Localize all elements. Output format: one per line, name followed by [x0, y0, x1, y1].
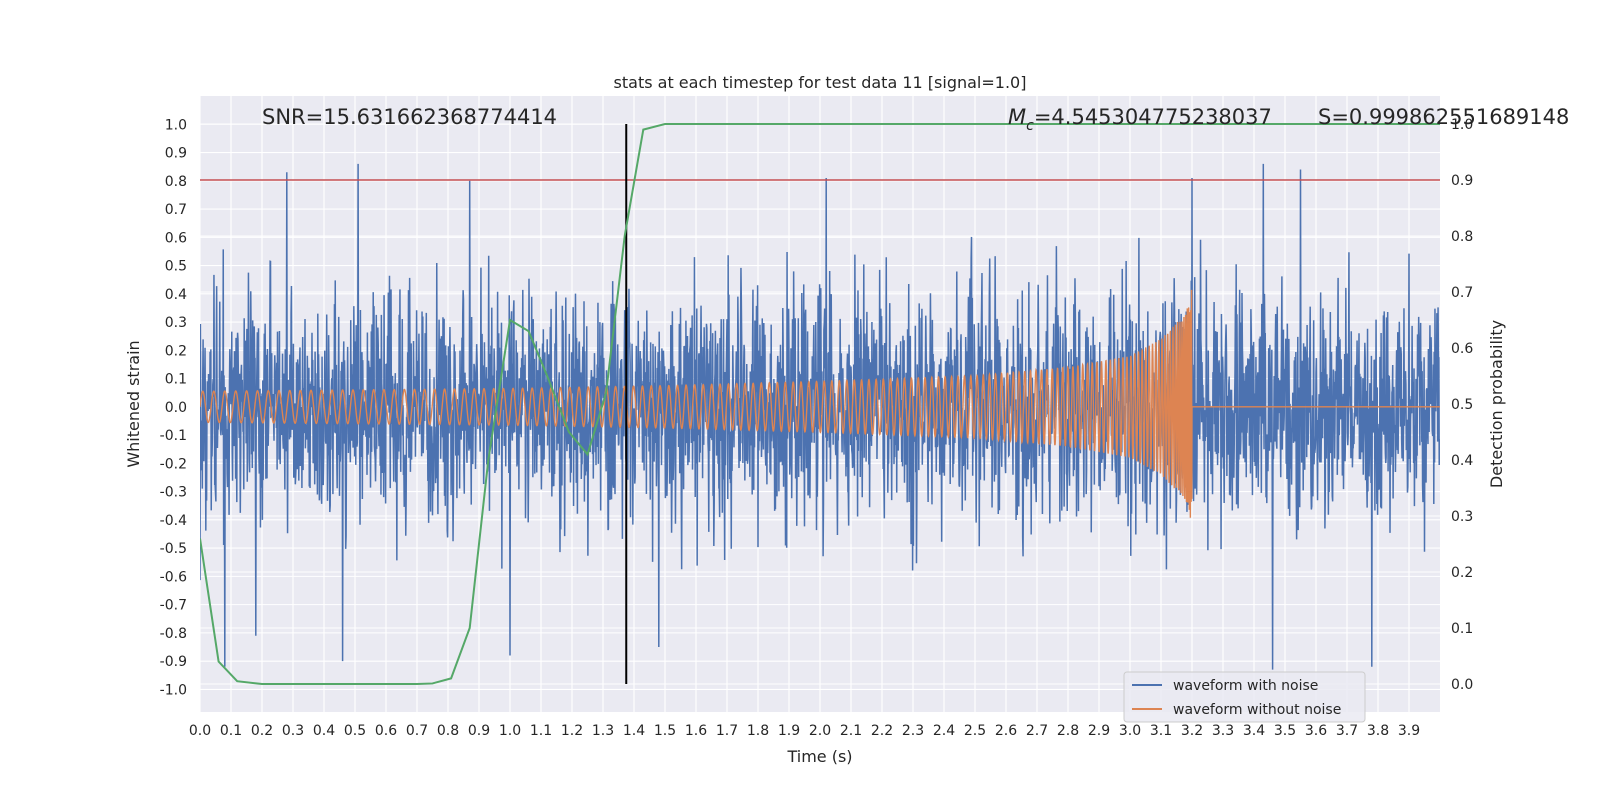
- chirp-mass-symbol: M: [1008, 105, 1026, 129]
- x-tick-label: 1.7: [716, 723, 738, 739]
- x-tick-label: 2.5: [964, 723, 986, 739]
- x-tick-label: 0.3: [282, 723, 304, 739]
- x-tick-label: 0.8: [437, 723, 459, 739]
- chirp-mass-value: =4.545304775238037: [1034, 105, 1272, 129]
- y-tick-label-right: 0.7: [1451, 285, 1473, 301]
- x-tick-label: 3.0: [1119, 723, 1141, 739]
- y-tick-label-right: 0.5: [1451, 397, 1473, 413]
- x-tick-label: 2.7: [1026, 723, 1048, 739]
- chirp-mass-annotation: Mc=4.545304775238037: [1008, 105, 1272, 134]
- y-tick-label-left: 0.1: [165, 372, 187, 388]
- x-tick-label: 0.1: [220, 723, 242, 739]
- clean-waveform-line: [200, 289, 1440, 518]
- y-tick-label-left: -0.7: [160, 598, 187, 614]
- x-tick-label: 0.5: [344, 723, 366, 739]
- x-tick-label: 1.0: [499, 723, 521, 739]
- x-tick-label: 2.8: [1057, 723, 1079, 739]
- x-tick-label: 2.6: [995, 723, 1017, 739]
- chart-title: stats at each timestep for test data 11 …: [614, 73, 1027, 92]
- x-tick-label: 1.9: [778, 723, 800, 739]
- y-tick-label-right: 0.3: [1451, 509, 1473, 525]
- noisy-waveform-line: [200, 163, 1440, 670]
- x-tick-label: 1.2: [561, 723, 583, 739]
- x-tick-label: 1.3: [592, 723, 614, 739]
- y-tick-label-right: 0.2: [1451, 565, 1473, 581]
- x-tick-label: 1.5: [654, 723, 676, 739]
- y-tick-label-left: 0.9: [165, 146, 187, 162]
- axes: 0.0 0.1 0.2 0.3 0.4 0.5 0.6 0.7 0.8 0.9 1.0 1.1 1.2 1…: [160, 117, 1474, 739]
- x-tick-label: 2.0: [809, 723, 831, 739]
- y-tick-label-left: 0.4: [165, 287, 187, 303]
- y-tick-label-left: 0.3: [165, 315, 187, 331]
- x-tick-label: 2.4: [933, 723, 955, 739]
- x-tick-label: 3.1: [1150, 723, 1172, 739]
- legend: waveform with noise waveform without noi…: [1123, 671, 1366, 723]
- y-axis-label-left: Whitened strain: [124, 340, 143, 467]
- x-tick-label: 2.1: [840, 723, 862, 739]
- y-tick-label-right: 1.0: [1451, 117, 1473, 133]
- series-waveform-with-noise: [200, 163, 1440, 670]
- legend-box: [1123, 671, 1366, 723]
- x-tick-label: 0.9: [468, 723, 490, 739]
- detection-probability-line: [200, 123, 1440, 685]
- y-tick-label-left: 0.0: [165, 400, 187, 416]
- y-tick-label-left: 0.5: [165, 259, 187, 275]
- x-tick-label: 3.2: [1181, 723, 1203, 739]
- y-tick-label-right: 0.0: [1451, 677, 1473, 693]
- y-tick-label-left: -0.3: [160, 485, 187, 501]
- y-tick-label-right: 0.6: [1451, 341, 1473, 357]
- y-tick-label-left: -1.0: [160, 682, 187, 698]
- x-tick-label: 3.6: [1305, 723, 1327, 739]
- y-tick-label-right: 0.1: [1451, 621, 1473, 637]
- y-tick-label-left: -0.5: [160, 541, 187, 557]
- chirp-mass-subscript: c: [1026, 118, 1034, 134]
- x-tick-label: 0.0: [189, 723, 211, 739]
- overlay-lines: [200, 123, 1440, 685]
- y-tick-label-left: -0.6: [160, 569, 187, 585]
- x-tick-label: 3.9: [1398, 723, 1420, 739]
- y-tick-label-left: 0.7: [165, 202, 187, 218]
- x-tick-label: 3.5: [1274, 723, 1296, 739]
- y-axis-label-right: Detection probability: [1487, 320, 1506, 488]
- x-tick-label: 3.3: [1212, 723, 1234, 739]
- legend-label-clean: waveform without noise: [1173, 702, 1341, 718]
- x-tick-label: 3.7: [1336, 723, 1358, 739]
- y-tick-label-left: -0.2: [160, 456, 187, 472]
- legend-label-noise: waveform with noise: [1173, 678, 1318, 694]
- y-tick-label-left: -0.9: [160, 654, 187, 670]
- x-axis-label: Time (s): [786, 747, 852, 766]
- x-tick-label: 1.4: [623, 723, 645, 739]
- x-tick-label: 2.3: [902, 723, 924, 739]
- y-tick-label-right: 0.9: [1451, 173, 1473, 189]
- y-tick-label-right: 0.4: [1451, 453, 1473, 469]
- x-tick-label: 0.6: [375, 723, 397, 739]
- x-tick-label: 1.6: [685, 723, 707, 739]
- snr-annotation: SNR=15.631662368774414: [262, 105, 557, 129]
- x-tick-label: 3.8: [1367, 723, 1389, 739]
- x-tick-label: 2.9: [1088, 723, 1110, 739]
- y-tick-label-left: -0.8: [160, 626, 187, 642]
- y-tick-label-left: 1.0: [165, 117, 187, 133]
- y-tick-label-left: 0.2: [165, 343, 187, 359]
- x-tick-label: 2.2: [871, 723, 893, 739]
- x-tick-label: 0.7: [406, 723, 428, 739]
- x-tick-label: 1.1: [530, 723, 552, 739]
- y-tick-label-left: 0.6: [165, 230, 187, 246]
- x-tick-label: 3.4: [1243, 723, 1265, 739]
- series-waveform-without-noise: [200, 289, 1440, 518]
- x-tick-label: 0.4: [313, 723, 335, 739]
- y-tick-label-left: 0.8: [165, 174, 187, 190]
- y-tick-label-left: -0.1: [160, 428, 187, 444]
- score-annotation: S=0.999862551689148: [1318, 105, 1569, 129]
- y-tick-label-left: -0.4: [160, 513, 187, 529]
- x-tick-label: 1.8: [747, 723, 769, 739]
- y-tick-label-right: 0.8: [1451, 229, 1473, 245]
- x-tick-label: 0.2: [251, 723, 273, 739]
